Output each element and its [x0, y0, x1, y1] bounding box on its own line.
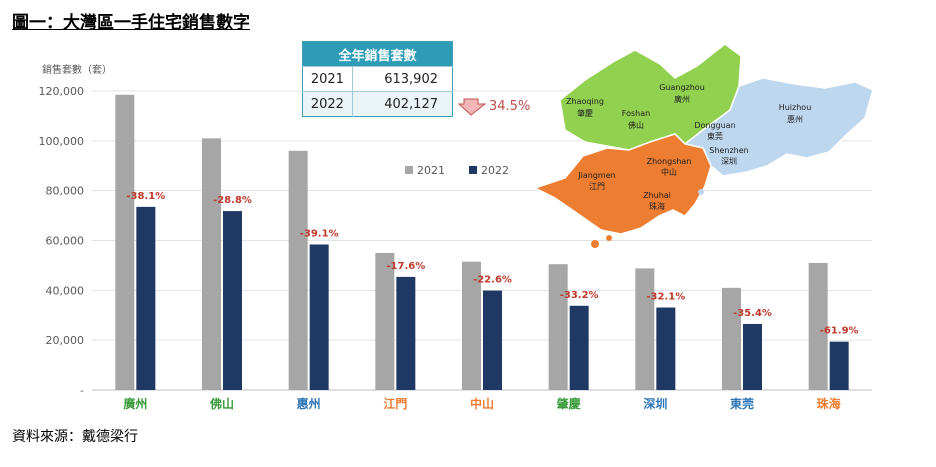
legend-swatch-2022: [469, 166, 477, 174]
year-cell: 2021: [302, 66, 353, 92]
change-label: -33.2%: [560, 290, 599, 301]
change-labels: -38.1% -28.8% -39.1% -17.6% -22.6% -33.2% -32.…: [126, 191, 858, 337]
bar-2021-6: [635, 268, 655, 390]
table-header: 全年銷售套數: [302, 41, 453, 67]
bar-2022-5: [569, 305, 589, 390]
x-tick-label: 江門: [383, 396, 407, 411]
map-label-en: Dongguan: [694, 121, 735, 130]
map-label-zh: 佛山: [628, 120, 644, 130]
y-tick-label: 20,000: [46, 334, 85, 347]
map-label-zh: 珠海: [649, 201, 665, 211]
x-tick-label: 中山: [470, 396, 494, 411]
x-tick-label: 深圳: [643, 396, 667, 411]
bar-2022-3: [396, 276, 416, 390]
map-label-zh: 廣州: [674, 94, 690, 104]
map-label-zh: 江門: [589, 182, 605, 191]
legend-swatch-2021: [405, 166, 413, 174]
bar-2022-0: [136, 206, 156, 390]
x-tick-label: 肇慶: [557, 396, 581, 411]
bar-2021-1: [202, 138, 221, 390]
map-label-en: Zhaoqing: [566, 97, 604, 106]
legend: 2021 2022: [405, 164, 509, 177]
change-label: -28.8%: [213, 195, 252, 206]
value-cell: 402,127: [351, 91, 453, 117]
chart-title: 圖一：大灣區一手住宅銷售數字: [12, 13, 250, 33]
change-label: -35.4%: [733, 308, 772, 319]
map-label-en: Guangzhou: [659, 83, 705, 92]
bar-2021-2: [288, 150, 308, 390]
map-region-orange: [533, 133, 712, 235]
y-axis-label: 銷售套數（套）: [42, 63, 112, 76]
source-note: 資料來源：戴德梁行: [12, 429, 138, 445]
change-label: -61.9%: [820, 326, 859, 337]
map-label-zh: 深圳: [721, 156, 737, 166]
change-label: -32.1%: [646, 292, 685, 303]
bar-2021-5: [548, 264, 568, 390]
y-tick-label: 40,000: [46, 284, 85, 297]
legend-label-2022: 2022: [481, 164, 509, 177]
total-change: 34.5%: [489, 99, 531, 114]
bars: [115, 94, 849, 391]
bar-2022-4: [483, 290, 502, 390]
table-row: 2021 613,902: [302, 66, 453, 92]
bar-2022-6: [656, 307, 676, 390]
y-tick-label: -: [80, 384, 84, 397]
change-label: -38.1%: [126, 191, 165, 202]
change-label: -39.1%: [300, 228, 339, 239]
y-tick-label: 80,000: [46, 185, 85, 198]
map-label-zh: 肇慶: [577, 108, 593, 118]
bar-chart: 銷售套數（套） - 20,000 40,000 60,000 80,000 100,000…: [39, 63, 872, 411]
y-tick-label: 60,000: [46, 235, 85, 248]
map-label-en: Huizhou: [779, 103, 812, 112]
change-label: -22.6%: [473, 275, 512, 286]
map-label-en: Jiangmen: [577, 171, 615, 180]
table-row: 2022 402,127: [302, 91, 453, 117]
bar-2022-8: [829, 341, 849, 390]
y-tick-label: 120,000: [39, 85, 85, 98]
change-label: -17.6%: [386, 261, 425, 272]
annual-sales-table: 全年銷售套數 2021 613,902 2022 402,127: [302, 41, 453, 117]
bar-2021-4: [462, 261, 481, 390]
value-cell: 613,902: [351, 66, 453, 92]
x-tick-label: 佛山: [209, 396, 234, 411]
bar-2022-7: [743, 323, 762, 390]
bar-2021-8: [808, 262, 828, 390]
bar-2021-3: [375, 252, 395, 390]
map-label-zh: 東莞: [707, 131, 723, 141]
y-tick-label: 100,000: [39, 135, 85, 148]
x-tick-label: 東莞: [730, 396, 754, 411]
legend-label-2021: 2021: [417, 164, 445, 177]
map-label-zh: 惠州: [787, 114, 803, 124]
bar-2022-2: [309, 244, 329, 390]
x-tick-label: 惠州: [297, 396, 321, 411]
year-cell: 2022: [302, 91, 353, 117]
map-label-en: Foshan: [622, 109, 650, 118]
bar-2021-0: [115, 94, 135, 391]
map-label-en: Zhongshan: [647, 157, 692, 166]
greater-bay-area-map: Zhaoqing 肇慶 Foshan 佛山 Guangzhou 廣州 Huizh…: [533, 43, 874, 248]
down-arrow-icon: [458, 98, 487, 116]
bar-2022-1: [223, 211, 242, 390]
bar-2021-7: [722, 287, 741, 390]
map-label-en: Zhuhai: [643, 191, 671, 200]
map-label-zh: 中山: [661, 167, 677, 177]
x-tick-label: 廣州: [123, 396, 147, 411]
y-ticks: - 20,000 40,000 60,000 80,000 100,000 120,000: [39, 85, 85, 397]
x-tick-label: 珠海: [817, 396, 841, 411]
map-label-en: Shenzhen: [709, 146, 748, 155]
x-ticks: 廣州 佛山 惠州 江門 中山 肇慶 深圳 東莞 珠海: [123, 396, 840, 411]
